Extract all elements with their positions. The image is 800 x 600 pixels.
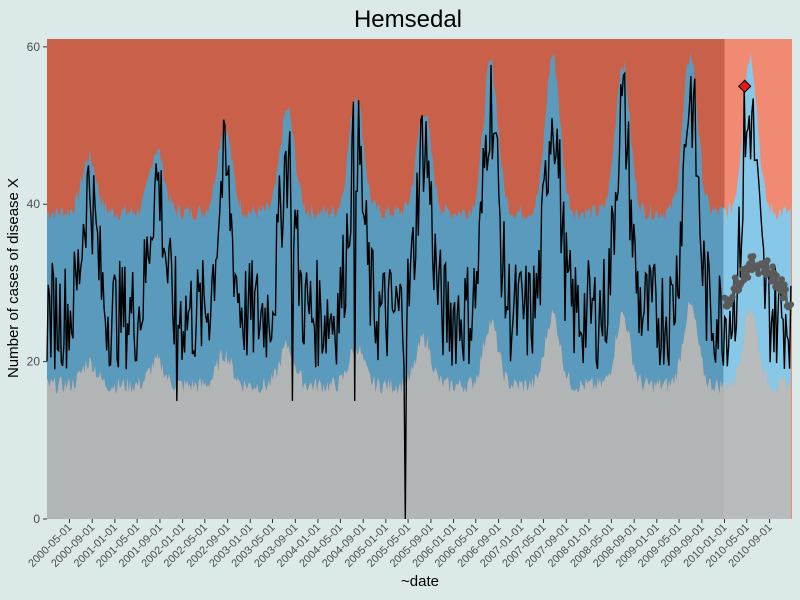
plot-lines bbox=[46, 64, 795, 520]
normal-band bbox=[47, 52, 724, 394]
plot-bands bbox=[47, 39, 792, 519]
y-axis: 0 20 40 60 bbox=[27, 40, 47, 526]
chart-title: Hemsedal bbox=[354, 6, 462, 33]
x-axis-title: ~date bbox=[401, 573, 439, 590]
x-axis: 2000-05-012000-09-012001-01-012001-05-01… bbox=[26, 519, 775, 570]
low-band-forecast bbox=[723, 310, 791, 519]
low-band bbox=[47, 301, 724, 519]
y-axis-title: Number of cases of disease X bbox=[5, 178, 22, 378]
cases-line bbox=[46, 64, 792, 520]
y-tick-label: 20 bbox=[27, 355, 41, 369]
y-tick-label: 40 bbox=[27, 197, 41, 211]
y-tick-label: 0 bbox=[33, 512, 40, 526]
alert-marker bbox=[738, 79, 752, 93]
y-tick-label: 60 bbox=[27, 40, 41, 54]
baseline-line bbox=[723, 256, 792, 309]
